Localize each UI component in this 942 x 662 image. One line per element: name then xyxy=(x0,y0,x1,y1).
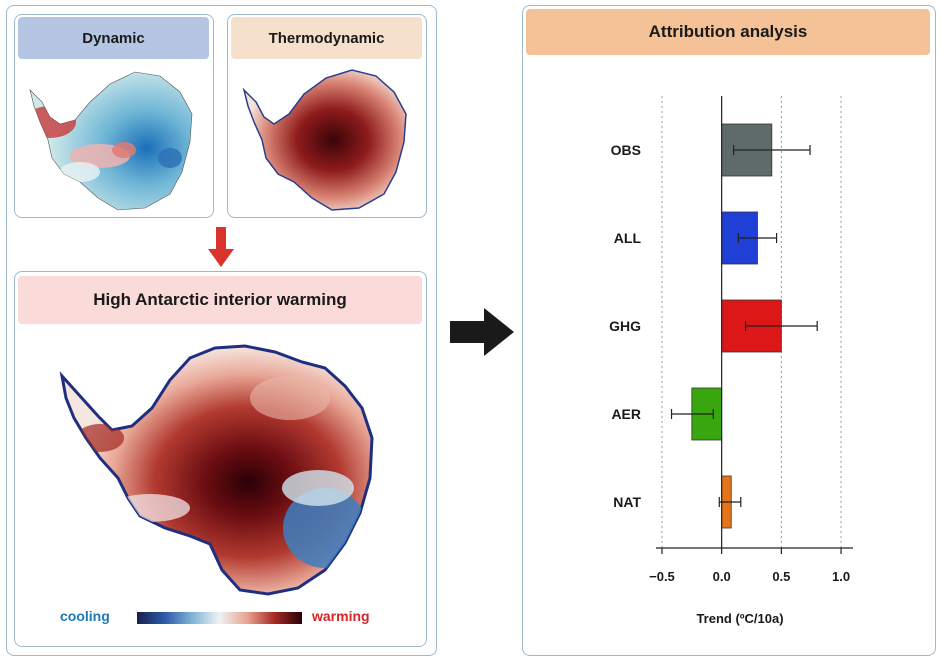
colorbar xyxy=(137,612,302,624)
main-map-header: High Antarctic interior warming xyxy=(18,276,422,324)
dynamic-header: Dynamic xyxy=(18,17,209,59)
cooling-label: cooling xyxy=(60,608,110,624)
down-arrow-icon xyxy=(208,227,234,267)
x-tick-label: 0.5 xyxy=(772,569,790,584)
category-label: AER xyxy=(611,406,641,422)
category-label: GHG xyxy=(609,318,641,334)
x-tick-label: 1.0 xyxy=(832,569,850,584)
category-label: OBS xyxy=(611,142,641,158)
attribution-header: Attribution analysis xyxy=(526,9,930,55)
thermodynamic-map xyxy=(242,69,407,211)
x-tick-label: 0.0 xyxy=(713,569,731,584)
antarctica-main-map xyxy=(59,344,374,596)
warming-label: warming xyxy=(312,608,370,624)
thermodynamic-header: Thermodynamic xyxy=(231,17,422,59)
x-axis-label: Trend (ºC/10a) xyxy=(696,611,783,626)
category-label: NAT xyxy=(613,494,641,510)
category-label: ALL xyxy=(614,230,642,246)
attribution-chart: −0.5 0.0 0.5 1.0 OBS ALL GHG AER NAT Trend (ºC/1… xyxy=(609,96,853,626)
right-arrow-icon xyxy=(450,308,514,356)
x-tick-label: −0.5 xyxy=(649,569,675,584)
dynamic-map xyxy=(29,71,193,211)
